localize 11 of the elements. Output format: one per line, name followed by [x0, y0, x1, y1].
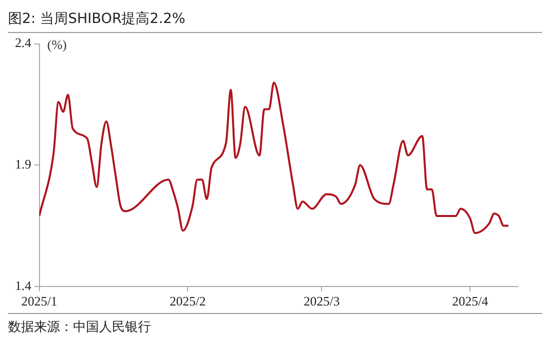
- x-tick-label: 2025/1: [21, 294, 58, 309]
- chart-title: 图2: 当周SHIBOR提高2.2%: [8, 8, 542, 33]
- y-tick-label: 1.9: [15, 156, 32, 172]
- x-tick-label: 2025/3: [304, 294, 340, 309]
- y-tick-label: 2.4: [15, 35, 32, 50]
- x-tick-label: 2025/4: [452, 294, 489, 309]
- line-series: [39, 82, 510, 234]
- x-tick-label: 2025/2: [170, 294, 206, 309]
- y-axis-title: (%): [47, 37, 67, 52]
- source-note: 数据来源：中国人民银行: [8, 319, 152, 336]
- y-tick-label: 1.4: [15, 278, 32, 293]
